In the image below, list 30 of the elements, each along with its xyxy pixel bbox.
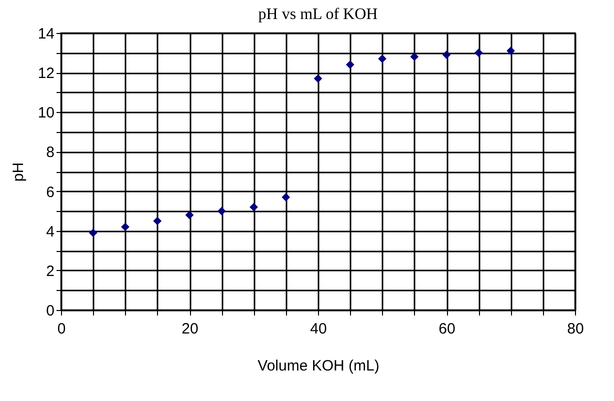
point [474, 48, 483, 57]
x-tick-label: 40 [310, 320, 327, 338]
point [282, 193, 290, 202]
x-tick-label: 80 [567, 320, 584, 338]
y-axis-title: pH [10, 162, 27, 182]
point [250, 202, 258, 212]
point [378, 54, 386, 63]
y-tick-label: 10 [38, 104, 54, 122]
x-tick-label: 60 [438, 320, 456, 338]
point [346, 60, 354, 69]
x-axis-title: Volume KOH (mL) [258, 358, 380, 374]
point [506, 46, 515, 55]
y-tick-label: 2 [46, 262, 54, 280]
point [410, 52, 419, 61]
y-tick-label: 4 [46, 223, 54, 240]
point [314, 74, 322, 83]
y-tick-label: 0 [46, 302, 54, 320]
point [217, 206, 226, 216]
point [442, 50, 451, 59]
point [88, 228, 98, 238]
y-tick-label: 8 [46, 144, 54, 162]
x-tick-label: 20 [182, 320, 198, 338]
point [121, 222, 130, 232]
y-tick-label: 14 [38, 26, 54, 42]
y-tick-label: 6 [46, 184, 54, 201]
x-tick-label: 0 [57, 320, 66, 338]
y-tick-label: 12 [38, 65, 54, 82]
point [185, 210, 194, 220]
point [153, 216, 162, 226]
chart-title: pH vs mL of KOH [258, 6, 378, 23]
